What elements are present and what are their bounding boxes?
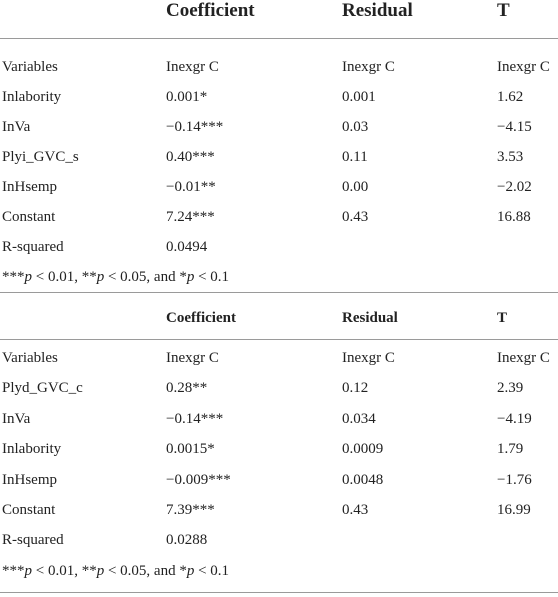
rule — [0, 292, 558, 293]
table-cell: 3.53 — [497, 149, 524, 165]
table-note: ***p < 0.01, **p < 0.05, and *p < 0.1 — [2, 560, 229, 582]
table-cell: InHsemp — [2, 471, 57, 488]
table-cell: −4.19 — [497, 410, 532, 427]
column-header: Coefficient — [166, 310, 236, 326]
table-cell: 0.0494 — [166, 239, 208, 255]
table-cell: 0.0009 — [342, 441, 384, 458]
table-cell: −0.01** — [166, 179, 216, 195]
table-cell: 0.28** — [166, 380, 208, 397]
note-part: < 0.01, ** — [32, 269, 97, 285]
table-cell: R-squared — [2, 532, 64, 549]
table-cell: 0.43 — [342, 209, 369, 225]
table-cell: Plyi_GVC_s — [2, 149, 79, 165]
table-cell: Constant — [2, 209, 56, 225]
table-cell: Plyd_GVC_c — [2, 380, 83, 397]
note-part: *** — [2, 269, 25, 285]
table-cell: InHsemp — [2, 179, 57, 195]
table-cell: InVa — [2, 410, 31, 427]
table-cell: 0.001* — [166, 89, 208, 105]
table-cell: Inexgr C — [497, 59, 550, 75]
column-header: Coefficient — [166, 0, 255, 21]
note-part: < 0.05, and * — [104, 563, 187, 579]
table-note: ***p < 0.01, **p < 0.05, and *p < 0.1 — [2, 266, 229, 288]
note-part: < 0.01, ** — [32, 563, 97, 579]
table-cell: −1.76 — [497, 471, 532, 488]
table-cell: 16.99 — [497, 502, 531, 518]
table-cell: Inlabority — [2, 89, 62, 105]
table-cell: Inexgr C — [342, 350, 395, 366]
table-cell: 0.001 — [342, 89, 376, 105]
rule — [0, 38, 558, 39]
table-cell: −2.02 — [497, 179, 532, 195]
table-cell: 0.0288 — [166, 532, 208, 549]
table-cell: 0.11 — [342, 149, 368, 165]
table-cell: 1.62 — [497, 89, 524, 105]
table-cell: R-squared — [2, 239, 64, 255]
table-cell: Constant — [2, 502, 56, 518]
note-part: < 0.1 — [194, 563, 230, 579]
column-header: T — [497, 310, 508, 326]
note-part: p — [186, 563, 195, 579]
table-cell: −0.14*** — [166, 119, 224, 135]
table-cell: −4.15 — [497, 119, 532, 135]
table-cell: 0.0048 — [342, 471, 384, 488]
table-cell: 2.39 — [497, 380, 524, 397]
note-part: p — [186, 269, 195, 285]
table-cell: 0.0015* — [166, 441, 215, 458]
table-cell: Inexgr C — [166, 59, 219, 75]
table-cell: 0.00 — [342, 179, 369, 195]
table-cell: 0.03 — [342, 119, 369, 135]
table-cell: 16.88 — [497, 209, 531, 225]
rule — [0, 339, 558, 340]
note-part: p — [24, 563, 33, 579]
rule — [0, 592, 558, 593]
table-cell: Inlabority — [2, 441, 62, 458]
note-part: p — [96, 563, 105, 579]
note-part: p — [96, 269, 105, 285]
note-part: < 0.1 — [194, 269, 230, 285]
table-cell: Variables — [2, 59, 58, 75]
column-header: Residual — [342, 310, 398, 326]
table-cell: −0.14*** — [166, 410, 224, 427]
column-header: Residual — [342, 0, 413, 21]
note-part: *** — [2, 563, 25, 579]
table-cell: InVa — [2, 119, 31, 135]
table-cell: 0.40*** — [166, 149, 215, 165]
table-cell: 0.034 — [342, 410, 376, 427]
table-cell: Inexgr C — [166, 350, 219, 366]
table-cell: Variables — [2, 350, 58, 366]
note-part: p — [24, 269, 33, 285]
table-cell: Inexgr C — [497, 350, 550, 366]
table-cell: 7.24*** — [166, 209, 215, 225]
table-cell: Inexgr C — [342, 59, 395, 75]
table-cell: 0.43 — [342, 502, 369, 518]
column-header: T — [497, 0, 510, 21]
table-cell: 7.39*** — [166, 502, 215, 518]
table-cell: −0.009*** — [166, 471, 231, 488]
table-cell: 0.12 — [342, 380, 369, 397]
note-part: < 0.05, and * — [104, 269, 187, 285]
table-cell: 1.79 — [497, 441, 524, 458]
